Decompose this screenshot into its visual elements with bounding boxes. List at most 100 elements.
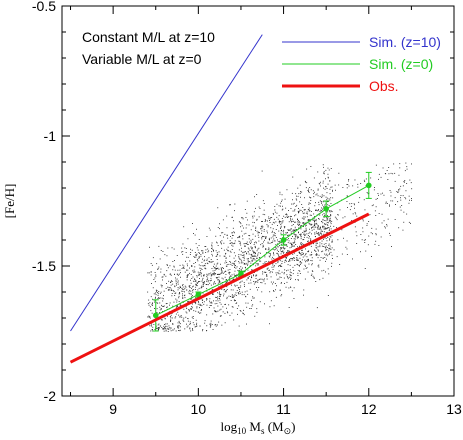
scatter-point [303,289,305,291]
scatter-point [304,230,306,232]
scatter-point [303,222,305,224]
scatter-point [371,205,373,207]
scatter-point [303,209,305,211]
scatter-point [283,252,284,254]
scatter-point [326,258,327,260]
scatter-point [230,263,232,265]
scatter-point [265,261,267,262]
scatter-point [306,182,308,184]
scatter-point [272,263,274,265]
scatter-point [325,178,326,180]
scatter-point [276,252,278,254]
scatter-point [262,246,264,248]
scatter-point [323,257,324,259]
scatter-point [315,247,317,249]
scatter-point [322,277,324,279]
scatter-point [287,230,289,231]
scatter-point [391,246,392,247]
scatter-point [163,306,164,307]
scatter-point [306,216,308,218]
scatter-point [247,259,249,261]
scatter-point [182,264,184,266]
scatter-point [156,312,158,313]
scatter-point [193,310,195,312]
scatter-point [253,211,255,213]
scatter-point [188,310,190,312]
scatter-point [296,195,297,197]
scatter-point [217,310,219,312]
scatter-point [253,272,255,273]
scatter-point [199,305,201,306]
scatter-point [300,225,301,227]
scatter-point [302,232,304,233]
scatter-point [273,291,275,292]
scatter-point [367,193,369,195]
scatter-point [217,292,218,294]
scatter-point [280,221,282,223]
scatter-point [329,239,330,241]
scatter-point [162,300,164,302]
scatter-point [235,292,237,294]
scatter-point [206,274,208,276]
scatter-point [177,289,179,291]
scatter-point [254,254,256,256]
scatter-point [190,274,192,275]
scatter-point [270,227,272,229]
scatter-point [272,236,274,238]
scatter-point [178,330,179,331]
scatter-point [251,269,252,271]
scatter-point [171,295,173,297]
scatter-point [196,283,198,284]
scatter-point [302,212,304,214]
scatter-point [403,181,405,182]
scatter-point [173,266,175,268]
scatter-point [330,203,332,204]
scatter-point [310,224,312,226]
scatter-point [284,269,286,271]
scatter-point [170,319,172,321]
scatter-point [257,263,258,265]
scatter-point [239,310,241,311]
scatter-point [205,246,207,247]
scatter-point [266,278,268,280]
scatter-point [325,271,326,273]
scatter-point [268,216,270,218]
scatter-point [210,272,212,274]
scatter-point [290,208,292,209]
scatter-point [204,267,206,269]
scatter-point [297,195,299,197]
scatter-point [304,259,306,261]
scatter-point [361,239,363,241]
scatter-point [217,277,218,279]
scatter-point [169,287,171,289]
scatter-point [211,242,213,244]
scatter-point [199,272,201,273]
scatter-point [287,269,289,271]
scatter-point [326,240,328,242]
scatter-point [263,203,265,204]
scatter-point [320,181,321,183]
scatter-point [187,238,189,240]
scatter-point [311,223,313,225]
scatter-point [246,243,248,245]
scatter-point [212,329,214,330]
scatter-point [276,249,278,251]
scatter-point [293,238,295,240]
scatter-point [184,271,186,273]
scatter-point [156,327,158,329]
scatter-point [215,268,217,269]
scatter-point [277,243,279,245]
scatter-point [293,298,295,299]
scatter-point [198,287,200,289]
scatter-point [302,256,304,258]
scatter-point [231,262,233,264]
scatter-point [264,221,266,222]
scatter-point [194,257,196,258]
scatter-point [253,258,255,260]
scatter-point [233,257,235,259]
scatter-point [317,226,319,228]
scatter-point [230,204,231,206]
scatter-point [324,220,326,221]
scatter-point [187,274,188,276]
scatter-point [201,309,202,310]
